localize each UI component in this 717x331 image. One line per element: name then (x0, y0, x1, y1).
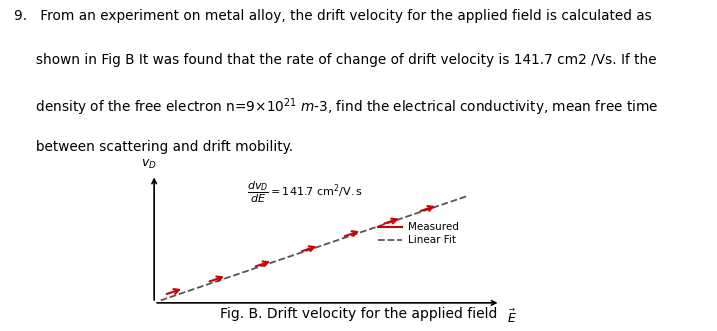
Text: Linear Fit: Linear Fit (408, 235, 456, 245)
Text: 9.   From an experiment on metal alloy, the drift velocity for the applied field: 9. From an experiment on metal alloy, th… (14, 9, 652, 23)
Text: shown in Fig B It was found that the rate of change of drift velocity is 141.7 c: shown in Fig B It was found that the rat… (14, 53, 657, 67)
Text: between scattering and drift mobility.: between scattering and drift mobility. (14, 140, 293, 154)
Text: Fig. B. Drift velocity for the applied field: Fig. B. Drift velocity for the applied f… (220, 307, 497, 321)
Text: $\dfrac{dv_D}{dE}$$= 141.7\ \mathrm{cm^2/V.s}$: $\dfrac{dv_D}{dE}$$= 141.7\ \mathrm{cm^2… (247, 179, 363, 205)
Text: density of the free electron n=9$\times$10$^{21}$ $m$-3, find the electrical con: density of the free electron n=9$\times$… (14, 97, 659, 118)
Text: Measured: Measured (408, 222, 459, 232)
Text: $\vec{E}$: $\vec{E}$ (507, 309, 517, 326)
Text: $v_D$: $v_D$ (141, 158, 157, 171)
